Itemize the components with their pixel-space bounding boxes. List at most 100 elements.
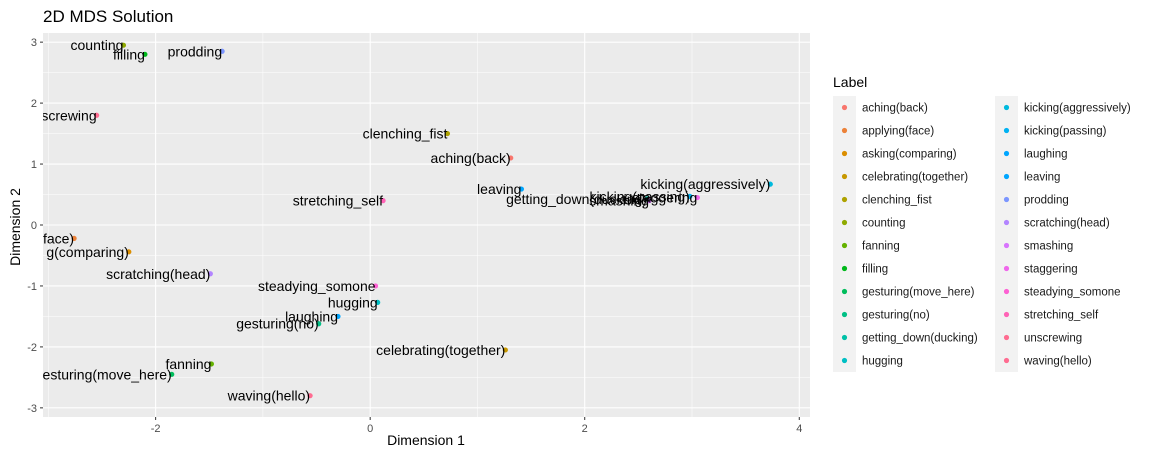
point-label: getting_down(ducking)	[506, 191, 647, 207]
point-label: steadying_somone	[258, 278, 376, 294]
data-point	[518, 186, 525, 192]
data-point	[169, 371, 175, 377]
legend-key	[841, 357, 848, 364]
legend-label: prodding	[1024, 195, 1069, 207]
data-point	[316, 321, 322, 327]
point-label: hugging	[328, 294, 378, 310]
point-label: staggering	[632, 190, 697, 206]
point-label: (face)	[38, 230, 74, 246]
y-tick-label: -1	[27, 281, 37, 293]
point-label: esturing(move_here)	[43, 366, 172, 382]
point-label: leaving	[477, 181, 521, 197]
point-label: filling	[113, 46, 145, 62]
legend-label: clenching_fist	[862, 195, 932, 207]
y-tick-label: 2	[31, 98, 37, 110]
legend-label: laughing	[1024, 149, 1067, 161]
legend-key	[1003, 196, 1010, 203]
legend-key	[841, 127, 848, 134]
legend-key	[1003, 150, 1010, 157]
legend-label: scratching(head)	[1024, 218, 1110, 230]
legend-key-column-2	[995, 96, 1018, 372]
legend-label: applying(face)	[862, 126, 934, 138]
legend-key-column-1	[833, 96, 856, 372]
data-point	[375, 299, 381, 306]
y-tick-label: -3	[27, 403, 37, 415]
legend-key	[1003, 219, 1010, 226]
legend-title: Label	[833, 74, 867, 90]
data-point	[120, 42, 127, 48]
chart-title: 2D MDS Solution	[43, 7, 173, 26]
legend-label: staggering	[1024, 264, 1078, 276]
y-tick-label: -2	[27, 342, 37, 354]
data-point	[694, 194, 700, 201]
legend-key	[1003, 357, 1010, 364]
point-label: smashing	[589, 193, 649, 209]
legend-label: steadying_somone	[1024, 287, 1121, 299]
data-point	[335, 313, 341, 320]
legend-key	[841, 196, 848, 203]
legend-label: unscrewing	[1024, 333, 1082, 345]
point-label: scratching(head)	[106, 266, 210, 282]
point-label: waving(hello)	[227, 388, 310, 404]
data-point	[508, 155, 514, 161]
legend-key	[841, 242, 848, 249]
data-point	[71, 235, 77, 242]
y-tick-label: 0	[31, 220, 37, 232]
point-label: kicking(passing)	[589, 188, 689, 204]
legend-key	[1003, 127, 1010, 134]
legend-key	[841, 311, 848, 318]
legend-label: aching(back)	[862, 103, 928, 115]
data-point	[142, 51, 148, 57]
legend-key	[841, 104, 848, 111]
legend-key	[1003, 242, 1010, 249]
legend-label: gesturing(move_here)	[862, 287, 975, 299]
legend-label: filling	[862, 264, 888, 276]
point-label: laughing	[285, 308, 338, 324]
point-label: kicking(aggressively)	[640, 176, 770, 192]
y-tick-label: 3	[31, 37, 37, 49]
data-point	[767, 181, 773, 187]
data-point	[687, 193, 693, 199]
legend-key	[841, 288, 848, 295]
legend-key	[841, 265, 848, 272]
x-tick-label: 4	[796, 423, 802, 435]
point-label: clenching_fist	[363, 126, 448, 142]
legend-label: fanning	[862, 241, 900, 253]
legend: Label aching(back) applying(face) asking(c…	[833, 74, 1131, 372]
legend-key	[1003, 173, 1010, 180]
point-labels: aching(back) (face)g(comparing) celebratin…	[38, 37, 770, 404]
legend-key	[841, 334, 848, 341]
legend-key	[841, 150, 848, 157]
y-axis-title: Dimension 2	[7, 188, 23, 266]
point-label: gesturing(no)	[236, 316, 319, 332]
x-tick-label: -2	[151, 423, 161, 435]
point-label: celebrating(together)	[376, 342, 505, 358]
legend-label: gesturing(no)	[862, 310, 930, 322]
data-point	[219, 48, 225, 54]
axis-ticks: -2 0 2 4 -3 -2 -1 0 1 2 3	[27, 37, 802, 435]
data-point	[646, 198, 652, 204]
data-point	[307, 393, 313, 399]
legend-key	[1003, 311, 1010, 318]
point-label: stretching_self	[293, 193, 383, 209]
legend-label: leaving	[1024, 172, 1060, 184]
point-label: prodding	[168, 43, 223, 59]
point-label: screwing	[41, 107, 96, 123]
data-point	[380, 198, 386, 204]
point-label: fanning	[165, 356, 211, 372]
grid-lines	[43, 33, 810, 417]
point-label: aching(back)	[431, 150, 511, 166]
legend-items: aching(back) applying(face) asking(compari…	[841, 103, 1131, 368]
data-point	[444, 130, 451, 137]
legend-key	[1003, 265, 1010, 272]
data-point	[502, 347, 508, 353]
data-point	[208, 361, 215, 367]
legend-label: hugging	[862, 356, 903, 368]
data-point	[126, 249, 132, 255]
x-axis-title: Dimension 1	[387, 432, 465, 448]
data-point	[372, 283, 379, 289]
x-tick-label: 0	[367, 423, 373, 435]
x-tick-label: 2	[582, 423, 588, 435]
legend-label: stretching_self	[1024, 310, 1099, 322]
